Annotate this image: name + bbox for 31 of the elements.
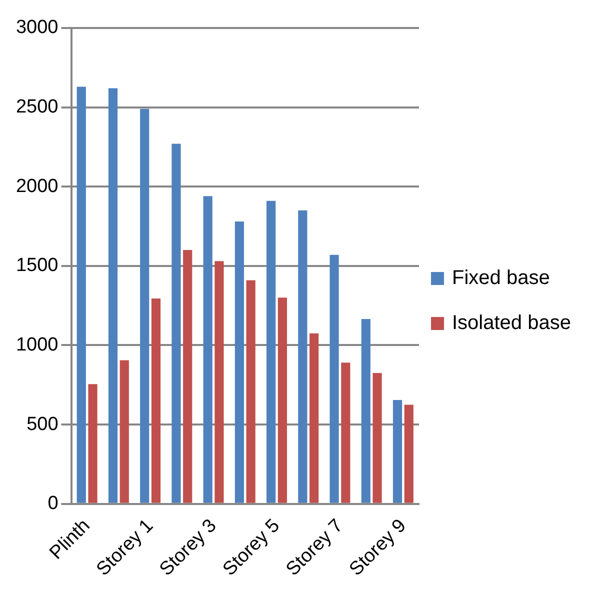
- bar: [151, 298, 161, 503]
- y-tick-label: 3000: [16, 17, 58, 38]
- bar: [172, 144, 181, 503]
- bar: [234, 222, 244, 503]
- bar: [309, 333, 319, 503]
- y-tick-label: 2500: [16, 96, 58, 118]
- bar: [392, 400, 402, 503]
- y-tick-label: 1500: [16, 255, 58, 276]
- bar: [88, 384, 98, 503]
- bar: [372, 372, 382, 503]
- bar: [214, 261, 224, 503]
- y-tick-label: 2000: [16, 176, 58, 197]
- bar: [330, 254, 339, 503]
- bar: [140, 108, 150, 503]
- bar: [183, 250, 192, 503]
- y-tick-label: 0: [48, 493, 58, 514]
- bar: [298, 210, 308, 503]
- bar: [361, 319, 370, 503]
- bar: [278, 298, 287, 503]
- y-tick-label: 1000: [16, 334, 58, 356]
- legend-label: Isolated base: [452, 312, 571, 335]
- bar: [266, 200, 276, 503]
- bar: [341, 362, 350, 503]
- bar: [404, 404, 414, 503]
- bar: [120, 360, 129, 503]
- bar: [76, 86, 86, 503]
- y-tick-label: 500: [26, 414, 58, 435]
- bar: [203, 196, 212, 503]
- bar: [108, 88, 118, 503]
- legend-label: Fixed base: [452, 267, 550, 290]
- bar: [246, 280, 256, 503]
